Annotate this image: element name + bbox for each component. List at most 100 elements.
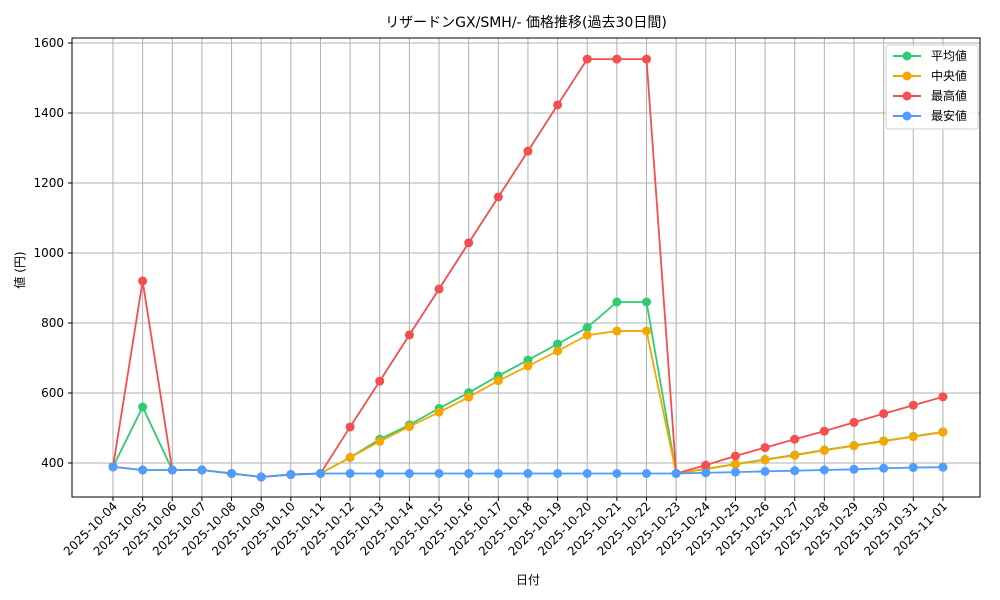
- series-line: [108, 462, 948, 482]
- data-point-marker: [315, 469, 325, 478]
- data-point-marker: [938, 427, 948, 437]
- legend-marker-icon: [902, 71, 912, 81]
- data-point-marker: [879, 436, 889, 446]
- legend-label: 最安値: [931, 108, 967, 123]
- y-tick-label: 800: [41, 316, 64, 330]
- data-point-marker: [553, 469, 563, 478]
- legend-label: 最高値: [931, 88, 967, 103]
- data-point-marker: [582, 330, 592, 340]
- data-point-marker: [493, 376, 503, 386]
- data-point-marker: [849, 464, 859, 474]
- data-point-marker: [404, 422, 414, 432]
- data-point-marker: [434, 407, 444, 417]
- data-point-marker: [108, 462, 118, 472]
- y-tick-label: 1400: [33, 106, 64, 120]
- data-point-marker: [434, 469, 444, 478]
- data-point-marker: [671, 469, 681, 478]
- data-point-marker: [523, 361, 533, 371]
- grid-lines: [72, 38, 980, 497]
- data-point-marker: [138, 465, 148, 475]
- y-tick-label: 1600: [33, 36, 64, 50]
- data-point-marker: [167, 465, 177, 475]
- data-point-marker: [612, 469, 622, 478]
- data-point-marker: [908, 400, 918, 410]
- legend-label: 中央値: [931, 68, 967, 83]
- data-point-marker: [197, 465, 207, 475]
- data-point-marker: [642, 297, 652, 307]
- y-tick-label: 400: [41, 456, 64, 470]
- data-point-marker: [464, 238, 474, 248]
- data-point-marker: [760, 443, 770, 453]
- legend-marker-icon: [902, 91, 912, 101]
- y-axis-ticks: 400 600 800 1000 1200 1400 1600: [33, 36, 72, 470]
- data-point-marker: [553, 339, 563, 349]
- data-series: [108, 54, 948, 482]
- data-point-marker: [879, 463, 889, 473]
- data-point-marker: [582, 469, 592, 478]
- data-point-marker: [908, 463, 918, 473]
- data-point-marker: [938, 392, 948, 402]
- data-point-marker: [582, 54, 592, 64]
- data-point-marker: [138, 276, 148, 286]
- y-tick-label: 600: [41, 386, 64, 400]
- data-point-marker: [553, 346, 563, 356]
- data-point-marker: [345, 422, 355, 432]
- data-point-marker: [790, 450, 800, 460]
- x-axis-label: 日付: [516, 573, 540, 587]
- data-point-marker: [138, 402, 148, 412]
- data-point-marker: [493, 192, 503, 202]
- data-point-marker: [375, 376, 385, 386]
- data-point-marker: [345, 452, 355, 462]
- legend-box: [885, 44, 979, 130]
- chart-title: リザードンGX/SMH/- 価格推移(過去30日間): [385, 15, 667, 31]
- data-point-marker: [879, 409, 889, 419]
- data-point-marker: [375, 436, 385, 446]
- y-tick-label: 1200: [33, 176, 64, 190]
- data-point-marker: [345, 469, 355, 478]
- x-axis-ticks: 2025-10-042025-10-052025-10-062025-10-07…: [61, 497, 950, 558]
- data-point-marker: [404, 469, 414, 478]
- data-point-marker: [730, 451, 740, 461]
- data-point-marker: [612, 326, 622, 336]
- data-point-marker: [642, 54, 652, 64]
- y-tick-label: 1000: [33, 246, 64, 260]
- data-point-marker: [730, 459, 740, 469]
- data-point-marker: [849, 417, 859, 427]
- data-point-marker: [819, 445, 829, 455]
- data-point-marker: [790, 434, 800, 444]
- legend-label: 平均値: [931, 48, 967, 63]
- data-point-marker: [849, 441, 859, 451]
- data-point-marker: [642, 469, 652, 478]
- data-point-marker: [523, 469, 533, 478]
- data-point-marker: [464, 392, 474, 402]
- data-point-marker: [760, 466, 770, 476]
- data-point-marker: [404, 330, 414, 340]
- data-point-marker: [701, 460, 711, 470]
- data-point-marker: [464, 469, 474, 478]
- data-point-marker: [612, 297, 622, 307]
- legend-marker-icon: [902, 51, 912, 61]
- data-point-marker: [582, 323, 592, 333]
- legend-marker-icon: [902, 111, 912, 121]
- data-point-marker: [612, 54, 622, 64]
- data-point-marker: [493, 469, 503, 478]
- data-point-marker: [760, 455, 770, 465]
- data-point-marker: [286, 470, 296, 480]
- data-point-marker: [227, 469, 237, 478]
- data-point-marker: [523, 146, 533, 156]
- data-point-marker: [730, 467, 740, 477]
- data-point-marker: [819, 465, 829, 475]
- data-point-marker: [642, 326, 652, 336]
- data-point-marker: [908, 432, 918, 442]
- data-point-marker: [434, 284, 444, 294]
- y-axis-label: 値 (円): [12, 251, 27, 288]
- data-point-marker: [790, 466, 800, 476]
- data-point-marker: [938, 462, 948, 472]
- data-point-marker: [256, 472, 266, 482]
- data-point-marker: [375, 469, 385, 478]
- data-point-marker: [819, 426, 829, 436]
- plot-frame: [71, 37, 981, 498]
